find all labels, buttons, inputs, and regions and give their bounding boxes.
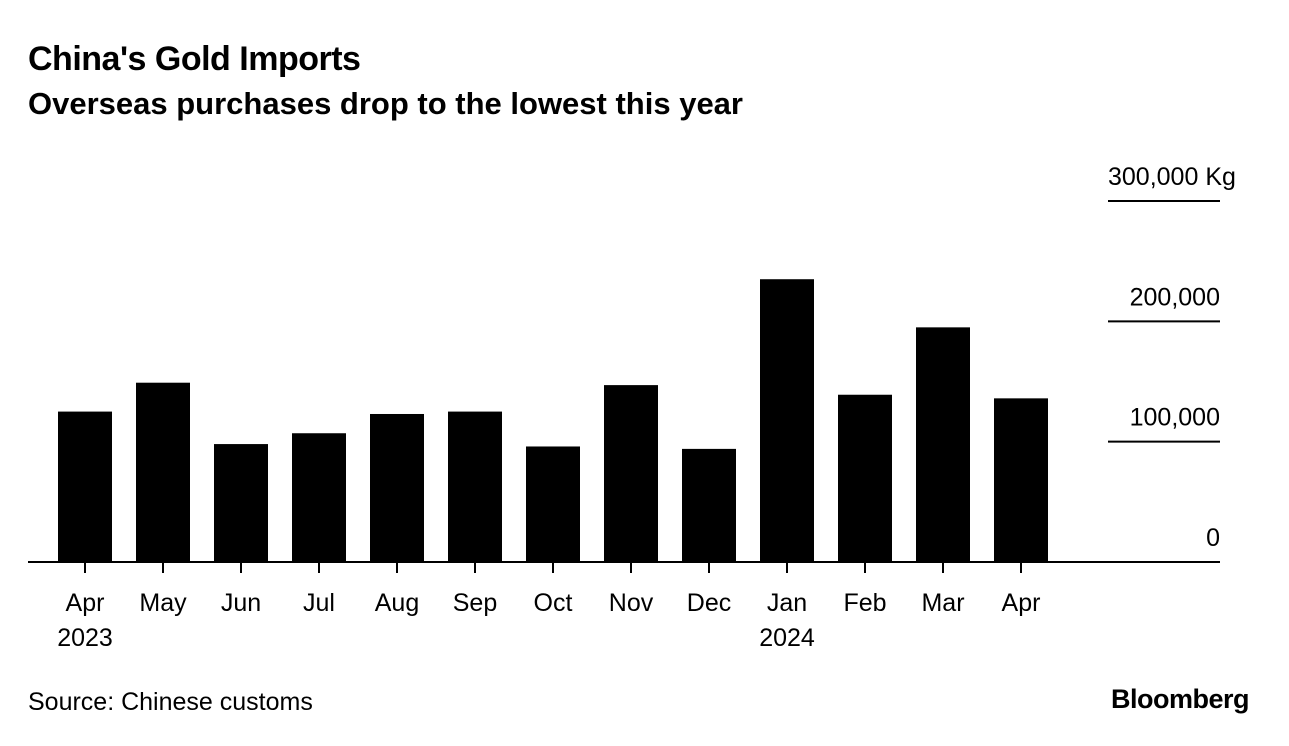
x-tick-label: Sep: [453, 589, 497, 617]
chart-subtitle: Overseas purchases drop to the lowest th…: [28, 86, 743, 121]
bar-nov-7: [604, 385, 658, 562]
x-tick-label: Feb: [843, 589, 886, 617]
bar-sep-5: [448, 411, 502, 562]
x-tick-label: May: [139, 589, 187, 617]
y-tick-label: 100,000: [1130, 404, 1220, 432]
bar-mar-11: [916, 327, 970, 562]
bar-may-1: [136, 382, 190, 562]
x-tick-label: Jun: [221, 589, 261, 617]
bar-jul-3: [292, 433, 346, 562]
x-year-label: 2023: [57, 624, 113, 652]
bloomberg-logo: Bloomberg: [1110, 684, 1250, 714]
x-tick-label: Mar: [921, 589, 964, 617]
y-tick-label: 300,000 Kg: [1108, 163, 1236, 191]
x-tick-label: Nov: [609, 589, 654, 617]
bar-dec-8: [682, 448, 736, 562]
bar-jun-2: [214, 444, 268, 562]
y-tick-label: 0: [1206, 524, 1220, 552]
bar-feb-10: [838, 394, 892, 562]
x-year-label: 2024: [759, 624, 815, 652]
y-tick-label: 200,000: [1130, 283, 1220, 311]
x-tick-label: Oct: [534, 589, 573, 617]
x-tick-label: Jan: [767, 589, 807, 617]
x-tick-label: Jul: [303, 589, 335, 617]
x-tick-label: Apr: [1002, 589, 1041, 617]
bar-jan-9: [760, 279, 814, 562]
bar-apr-12: [994, 398, 1048, 562]
chart-title: China's Gold Imports: [28, 40, 361, 78]
x-tick-label: Aug: [375, 589, 419, 617]
bar-oct-6: [526, 446, 580, 562]
bar-aug-4: [370, 413, 424, 562]
x-tick-label: Apr: [66, 589, 105, 617]
x-tick-label: Dec: [687, 589, 731, 617]
source-note: Source: Chinese customs: [28, 688, 313, 716]
bar-apr-0: [58, 411, 112, 562]
